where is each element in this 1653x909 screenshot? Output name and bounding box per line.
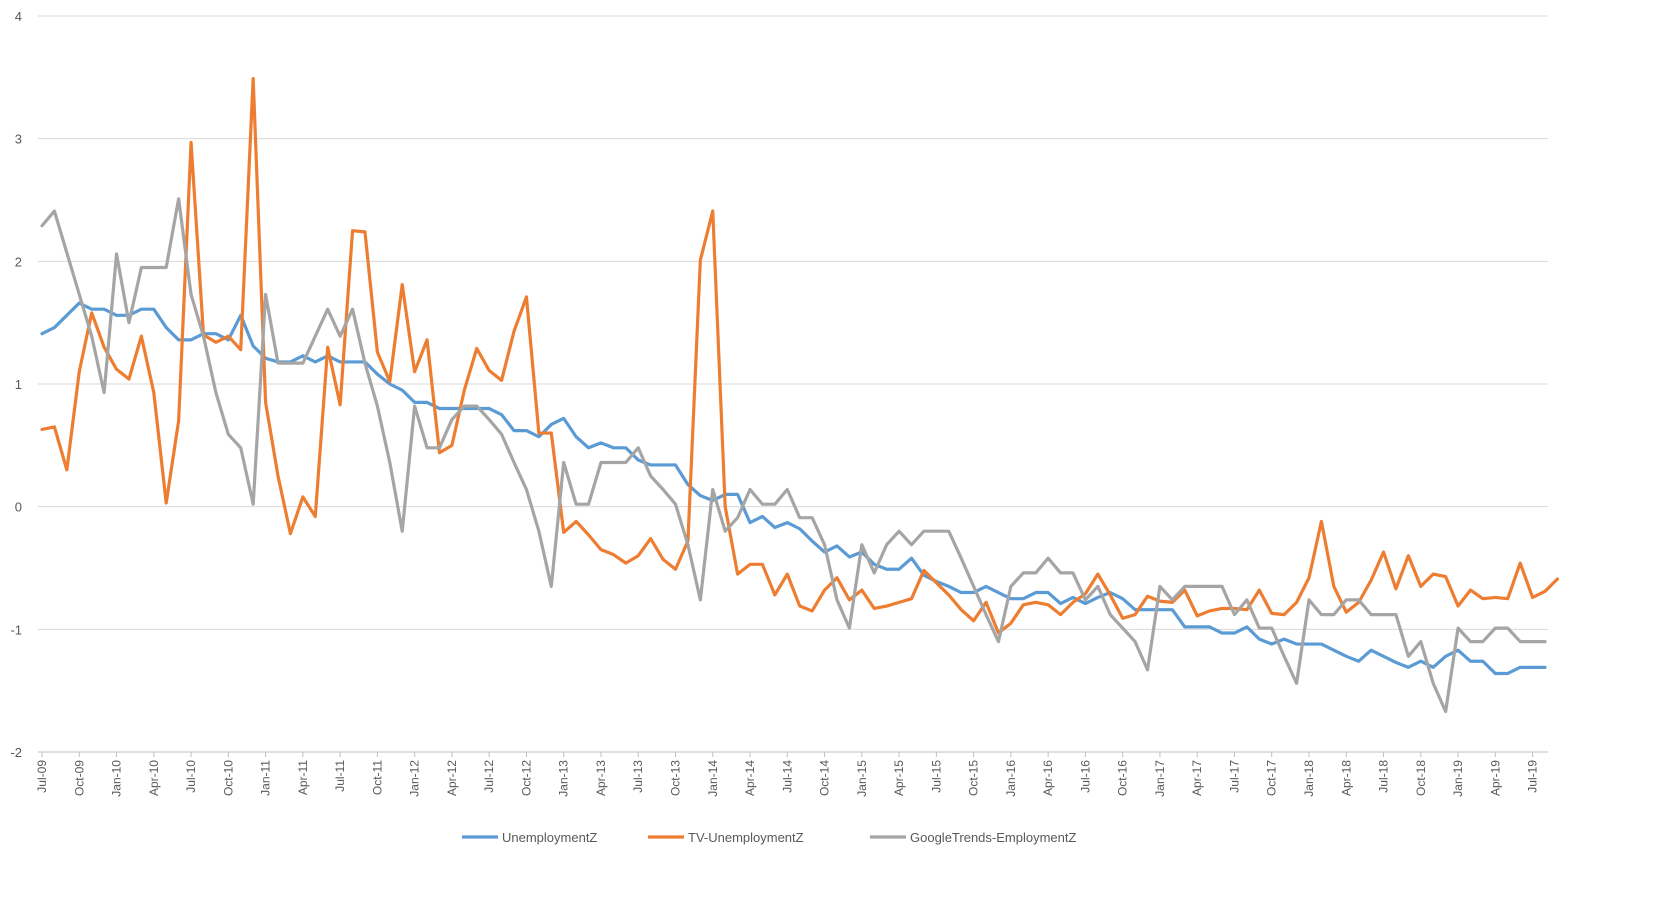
series-line-TV-UnemploymentZ bbox=[40, 76, 1560, 635]
y-tick-label: -2 bbox=[10, 745, 22, 760]
x-tick-label: Jan-10 bbox=[110, 760, 124, 797]
x-tick-label: Jul-14 bbox=[780, 760, 794, 793]
x-tick-label: Apr-13 bbox=[594, 760, 608, 796]
x-tick-label: Apr-17 bbox=[1190, 760, 1204, 796]
x-tick-label: Oct-10 bbox=[221, 760, 235, 796]
x-tick-label: Oct-15 bbox=[967, 760, 981, 796]
y-tick-label: 4 bbox=[15, 9, 22, 24]
x-tick-label: Jul-11 bbox=[333, 760, 347, 792]
x-tick-label: Oct-13 bbox=[668, 760, 682, 796]
x-tick-label: Jul-13 bbox=[631, 760, 645, 793]
x-tick-label: Jul-09 bbox=[35, 760, 49, 793]
x-tick-label: Apr-10 bbox=[147, 760, 161, 796]
x-axis bbox=[38, 751, 1548, 757]
x-tick-label: Jan-19 bbox=[1451, 760, 1465, 797]
x-tick-label: Jan-18 bbox=[1302, 760, 1316, 797]
series-line-UnemploymentZ bbox=[40, 301, 1547, 676]
x-tick-label: Jul-17 bbox=[1227, 760, 1241, 793]
x-tick-label: Jul-16 bbox=[1078, 760, 1092, 793]
x-tick-label: Apr-18 bbox=[1339, 760, 1353, 796]
x-tick-label: Oct-12 bbox=[519, 760, 533, 796]
y-tick-label: 1 bbox=[15, 377, 22, 392]
series-line-GoogleTrends-EmploymentZ bbox=[40, 197, 1547, 714]
x-tick-label: Oct-14 bbox=[818, 760, 832, 796]
x-tick-label: Apr-12 bbox=[445, 760, 459, 796]
legend-label: UnemploymentZ bbox=[502, 830, 597, 845]
x-tick-label: Jan-15 bbox=[855, 760, 869, 797]
series-lines bbox=[40, 76, 1560, 714]
x-tick-label: Jul-10 bbox=[184, 760, 198, 793]
x-tick-label: Jan-14 bbox=[706, 760, 720, 797]
y-tick-label: -1 bbox=[10, 622, 22, 637]
x-tick-label: Oct-17 bbox=[1265, 760, 1279, 796]
x-tick-label: Oct-18 bbox=[1414, 760, 1428, 796]
legend: UnemploymentZ TV-UnemploymentZ GoogleTrend… bbox=[462, 830, 1076, 845]
x-tick-label: Oct-11 bbox=[370, 760, 384, 795]
x-tick-label: Jan-16 bbox=[1004, 760, 1018, 797]
x-tick-label: Jul-18 bbox=[1377, 760, 1391, 793]
x-tick-label: Jul-12 bbox=[482, 760, 496, 793]
x-tick-label: Apr-14 bbox=[743, 760, 757, 796]
x-axis-tick-labels: Jul-09 Oct-09 Jan-10 Apr-10 Jul-10 Oct-10 Jan-… bbox=[35, 760, 1540, 797]
x-tick-label: Jan-11 bbox=[259, 760, 273, 796]
x-tick-label: Apr-16 bbox=[1041, 760, 1055, 796]
x-tick-label: Jan-13 bbox=[557, 760, 571, 797]
x-tick-label: Apr-15 bbox=[892, 760, 906, 796]
x-tick-label: Oct-09 bbox=[72, 760, 86, 796]
x-tick-label: Oct-16 bbox=[1116, 760, 1130, 796]
x-tick-label: Apr-11 bbox=[296, 760, 310, 795]
y-axis-tick-labels: -2 -1 0 1 2 3 4 bbox=[10, 9, 22, 760]
x-tick-label: Jul-15 bbox=[929, 760, 943, 793]
x-tick-label: Jan-12 bbox=[408, 760, 422, 797]
x-tick-label: Jul-19 bbox=[1526, 760, 1540, 793]
legend-label: TV-UnemploymentZ bbox=[688, 830, 804, 845]
y-tick-label: 2 bbox=[15, 254, 22, 269]
x-tick-label: Jan-17 bbox=[1153, 760, 1167, 797]
gridlines bbox=[38, 15, 1548, 753]
y-tick-label: 0 bbox=[15, 500, 22, 515]
y-tick-label: 3 bbox=[15, 132, 22, 147]
x-tick-label: Apr-19 bbox=[1488, 760, 1502, 796]
legend-label: GoogleTrends-EmploymentZ bbox=[910, 830, 1076, 845]
